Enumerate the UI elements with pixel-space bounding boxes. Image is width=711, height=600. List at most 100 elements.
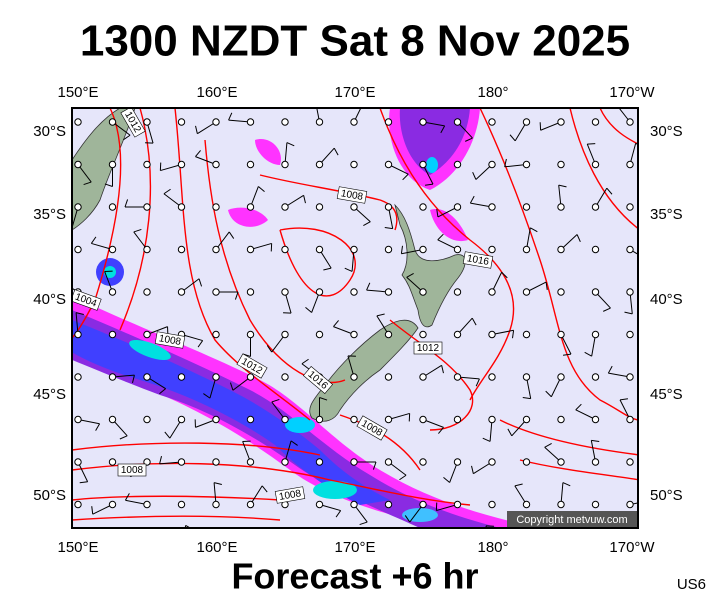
station xyxy=(453,245,462,254)
station xyxy=(384,415,393,424)
station xyxy=(419,118,427,126)
station xyxy=(177,160,186,169)
barb-feather xyxy=(404,515,411,523)
barb-feather xyxy=(576,234,581,243)
isobar-label: 1008 xyxy=(336,186,368,204)
calm-circle xyxy=(212,203,220,211)
barb-feather xyxy=(203,393,211,399)
barb-feather xyxy=(90,236,97,244)
station xyxy=(591,330,600,339)
calm-circle xyxy=(454,544,460,550)
calm-circle xyxy=(281,118,289,126)
station xyxy=(350,118,358,126)
station xyxy=(453,500,462,509)
barb-feather xyxy=(679,514,685,520)
calm-circle xyxy=(143,415,151,424)
calm-circle xyxy=(108,458,117,466)
station xyxy=(557,203,565,211)
barb-feather xyxy=(301,358,309,365)
station xyxy=(591,203,600,211)
barb-feather xyxy=(197,340,204,348)
copyright: Copyright metvuw.com xyxy=(516,514,627,526)
calm-circle xyxy=(626,458,634,466)
isobar-label-box xyxy=(120,108,146,138)
calm-circle xyxy=(108,330,117,339)
calm-circle xyxy=(661,416,667,422)
barb-feather xyxy=(124,199,129,208)
station xyxy=(522,160,531,169)
station xyxy=(315,118,324,126)
calm-circle xyxy=(626,330,634,339)
barb-feather xyxy=(335,510,342,518)
barb-feather xyxy=(684,452,685,460)
barb-feather xyxy=(624,311,633,315)
station xyxy=(591,415,600,424)
station xyxy=(315,160,324,169)
calm-circle xyxy=(350,415,358,424)
calm-circle xyxy=(453,288,462,296)
calm-circle xyxy=(661,544,667,550)
barb-feather xyxy=(509,134,516,142)
barb-feather xyxy=(443,477,450,483)
station xyxy=(212,500,220,509)
station xyxy=(384,203,393,211)
barb-feather xyxy=(376,313,385,317)
station xyxy=(453,330,462,339)
station xyxy=(350,330,358,339)
station xyxy=(108,415,117,424)
barb-feather xyxy=(228,112,233,121)
calm-circle xyxy=(247,544,253,550)
lon-label: 150°E xyxy=(57,84,98,101)
calm-circle xyxy=(591,245,600,254)
station xyxy=(522,500,531,509)
isobar-label-box xyxy=(274,486,306,504)
station xyxy=(143,118,151,126)
map-layers: 1012100810161004100810121016101210081008… xyxy=(59,108,685,550)
station xyxy=(591,160,600,169)
barb-feather xyxy=(104,183,113,187)
station xyxy=(522,245,531,254)
barb-feather xyxy=(635,142,638,146)
lat-label: 40°S xyxy=(650,291,683,308)
station xyxy=(419,373,427,381)
barb-feather xyxy=(323,267,332,271)
isobar-label-text: 1012 xyxy=(417,343,440,354)
calm-circle xyxy=(626,203,634,211)
graticule-labels: 150°E 150°E 160°E 160°E 170°E 170°E 180° 180° 17… xyxy=(33,84,682,556)
station xyxy=(246,203,255,211)
barb-feather xyxy=(303,195,306,204)
calm-circle xyxy=(488,118,496,126)
station xyxy=(74,330,82,339)
barb-feather xyxy=(401,539,404,547)
station xyxy=(419,160,427,169)
lon-label: 180° xyxy=(477,84,508,101)
station xyxy=(453,203,462,211)
station xyxy=(246,245,255,254)
station xyxy=(108,500,117,509)
calm-circle xyxy=(350,160,358,169)
station xyxy=(661,374,667,380)
chart-code: US6 xyxy=(677,576,706,593)
station xyxy=(557,458,565,466)
barb-feather xyxy=(93,531,99,537)
isobar-label: 1016 xyxy=(462,251,494,269)
barb-feather xyxy=(305,307,312,313)
isobar-label-text: 1008 xyxy=(278,488,302,503)
station xyxy=(626,500,634,509)
isobar-label-box xyxy=(356,415,388,441)
calm-circle xyxy=(557,415,565,424)
barb-staff xyxy=(643,335,665,337)
isobar-label: 1012 xyxy=(413,341,443,355)
calm-circle xyxy=(281,373,289,381)
station xyxy=(522,415,531,424)
barb-feather xyxy=(59,275,65,280)
barb-feather xyxy=(545,281,548,291)
station xyxy=(281,288,289,296)
station xyxy=(212,415,220,424)
station xyxy=(350,373,358,381)
calm-circle xyxy=(419,458,427,466)
barb-feather xyxy=(234,291,239,300)
barb-feather xyxy=(424,183,434,186)
isobar-label-box xyxy=(336,186,368,204)
lon-label: 180° xyxy=(477,539,508,556)
